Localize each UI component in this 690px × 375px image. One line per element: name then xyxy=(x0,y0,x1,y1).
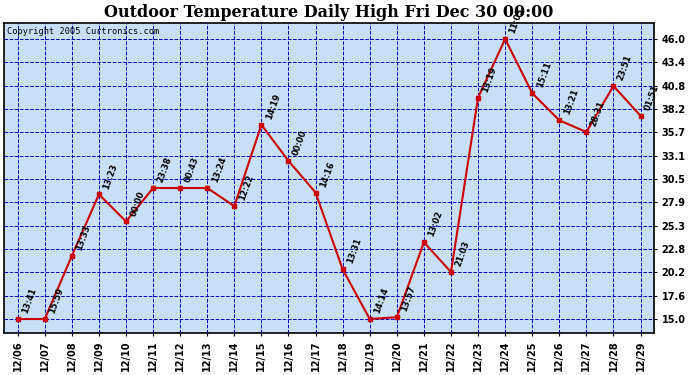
Text: 15:59: 15:59 xyxy=(48,286,65,315)
Text: 13:33: 13:33 xyxy=(75,224,92,252)
Text: 00:43: 00:43 xyxy=(183,156,201,184)
Text: 23:51: 23:51 xyxy=(616,54,634,82)
Text: 11:03: 11:03 xyxy=(508,7,526,35)
Text: 13:24: 13:24 xyxy=(210,156,228,184)
Text: 13:21: 13:21 xyxy=(562,88,580,116)
Text: 15:11: 15:11 xyxy=(535,61,553,89)
Title: Outdoor Temperature Daily High Fri Dec 30 00:00: Outdoor Temperature Daily High Fri Dec 3… xyxy=(104,4,554,21)
Text: 21:03: 21:03 xyxy=(454,240,471,268)
Text: 14:19: 14:19 xyxy=(264,92,282,121)
Text: 01:51: 01:51 xyxy=(643,83,661,112)
Text: 13:02: 13:02 xyxy=(426,210,444,238)
Text: 00:00: 00:00 xyxy=(291,129,308,157)
Text: Copyright 2005 Curtronics.com: Copyright 2005 Curtronics.com xyxy=(8,27,159,36)
Text: 12:22: 12:22 xyxy=(237,174,255,202)
Text: 13:23: 13:23 xyxy=(101,162,119,190)
Text: 13:57: 13:57 xyxy=(400,285,417,313)
Text: 14:14: 14:14 xyxy=(373,286,390,315)
Text: 13:41: 13:41 xyxy=(21,286,38,315)
Text: 13:31: 13:31 xyxy=(346,237,363,265)
Text: 28:31: 28:31 xyxy=(589,100,607,128)
Text: 14:16: 14:16 xyxy=(318,160,336,188)
Text: 00:00: 00:00 xyxy=(129,189,146,217)
Text: 13:19: 13:19 xyxy=(481,65,498,93)
Text: 23:38: 23:38 xyxy=(156,156,173,184)
